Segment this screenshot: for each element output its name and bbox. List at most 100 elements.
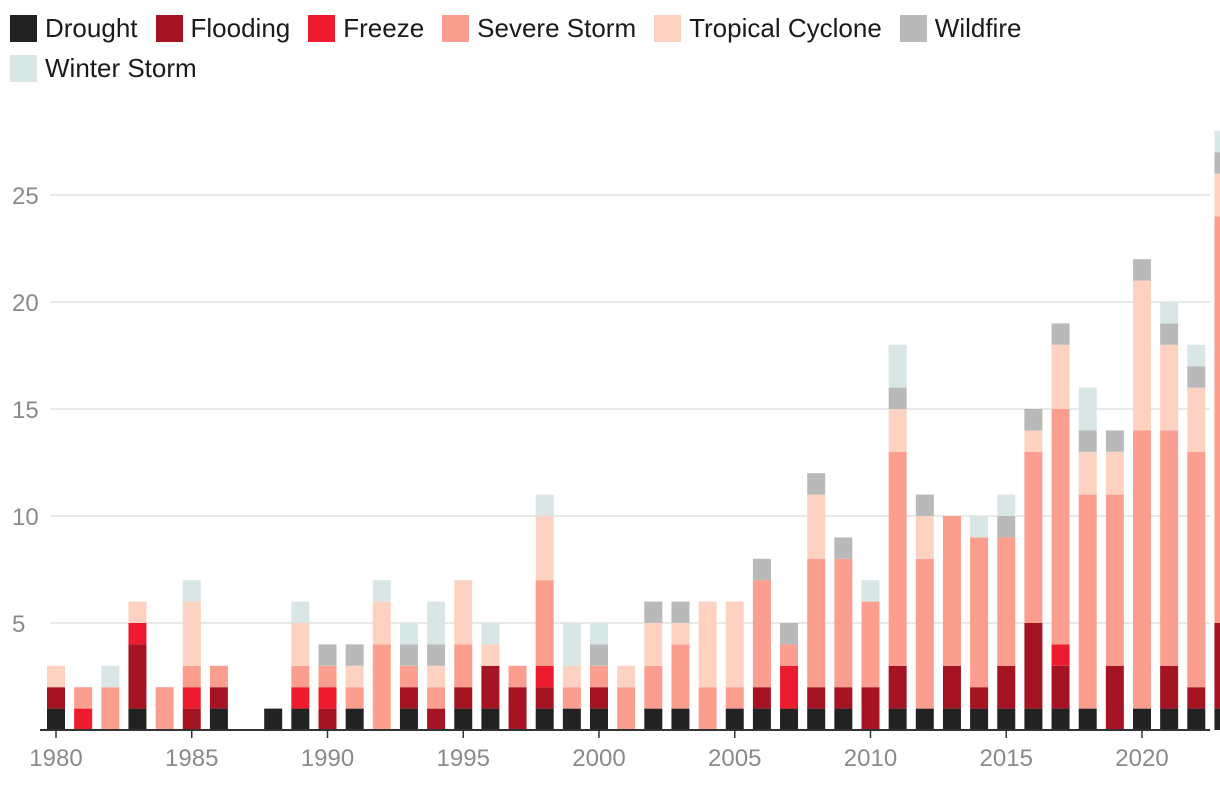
bar-2013-severe-storm [942,516,961,666]
bar-2003-wildfire [671,601,690,623]
bar-1989-severe-storm [291,665,310,688]
x-tick-label-2020: 2020 [1115,745,1168,772]
bar-2015-winter-storm [997,494,1016,516]
legend-item-drought: Drought [10,8,138,48]
bar-1989-freeze [291,687,310,709]
bar-1992-tropical-cyclone [372,601,391,645]
x-tick-label-2000: 2000 [572,745,625,772]
bar-2000-drought [590,708,608,730]
bar-1992-severe-storm [372,644,391,730]
bar-1994-tropical-cyclone [427,665,446,688]
bar-2014-severe-storm [970,537,989,688]
bar-1989-tropical-cyclone [291,623,310,666]
bar-1982-winter-storm [101,665,120,688]
bar-1995-severe-storm [454,644,473,688]
bar-1983-drought [128,708,147,730]
bar-2016-wildfire [1024,409,1043,431]
legend-swatch-wildfire [899,15,927,42]
bar-2011-tropical-cyclone [888,409,907,452]
legend-swatch-flooding [155,15,183,42]
legend-swatch-winter-storm [10,55,37,82]
bar-2005-drought [725,708,744,730]
bar-2023-severe-storm [1214,216,1220,623]
legend-label-wildfire: Wildfire [934,13,1022,43]
bar-2000-winter-storm [590,623,608,645]
bar-2023-drought [1214,708,1220,730]
bar-2015-flooding [997,665,1016,709]
bar-1991-severe-storm [345,687,364,709]
legend-label-winter-storm: Winter Storm [45,53,197,83]
bar-2021-severe-storm [1160,430,1179,666]
bar-2013-flooding [942,665,961,709]
bar-2016-flooding [1024,623,1043,709]
bar-2017-tropical-cyclone [1051,344,1070,409]
bar-2010-winter-storm [861,580,880,602]
bar-2010-flooding [861,687,880,730]
bar-1993-winter-storm [399,623,418,645]
bar-1995-drought [454,708,473,730]
legend-item-flooding: Flooding [155,8,291,48]
bar-2012-tropical-cyclone [915,516,934,559]
bar-2019-flooding [1105,665,1124,730]
bar-2000-severe-storm [590,665,608,688]
bar-2006-severe-storm [752,580,771,688]
bar-2022-tropical-cyclone [1187,387,1206,452]
bar-1985-winter-storm [182,580,201,602]
bar-1998-drought [535,708,554,730]
bar-1986-severe-storm [209,665,228,688]
bar-1998-severe-storm [535,580,554,666]
bar-2002-wildfire [644,601,663,623]
legend-label-flooding: Flooding [190,13,291,43]
bar-1999-severe-storm [562,687,581,709]
bar-1982-severe-storm [101,687,120,730]
bar-2017-severe-storm [1051,409,1070,645]
bar-1988-drought [264,708,283,730]
x-tick-label-2010: 2010 [844,745,897,772]
bar-1980-tropical-cyclone [47,665,65,688]
bar-1999-drought [562,708,581,730]
bar-2023-flooding [1214,623,1220,709]
bar-1990-freeze [318,687,337,709]
bar-1995-tropical-cyclone [454,580,473,645]
bar-2016-tropical-cyclone [1024,430,1043,452]
y-tick-label-25: 25 [12,183,39,210]
bar-2020-wildfire [1133,259,1151,281]
bar-2003-tropical-cyclone [671,623,690,645]
bar-2000-flooding [590,687,608,709]
legend-swatch-tropical-cyclone [654,15,682,42]
y-tick-label-10: 10 [12,504,39,531]
bar-1999-winter-storm [562,623,581,666]
bar-1991-drought [345,708,364,730]
bar-2017-drought [1051,708,1070,730]
bar-2013-drought [942,708,961,730]
bar-2019-severe-storm [1105,494,1124,666]
bar-2021-tropical-cyclone [1160,344,1179,431]
bar-2020-drought [1133,708,1151,730]
bar-1983-tropical-cyclone [128,601,147,623]
bar-1994-severe-storm [427,687,446,709]
legend-item-freeze: Freeze [308,8,424,48]
bar-2015-severe-storm [997,537,1016,666]
bar-2014-winter-storm [970,516,989,538]
bar-2001-severe-storm [617,687,636,730]
bar-2011-wildfire [888,387,907,409]
bar-1990-severe-storm [318,665,337,688]
bar-1996-flooding [481,665,500,709]
bar-1990-wildfire [318,644,337,666]
bar-2019-tropical-cyclone [1105,451,1124,495]
bar-2018-wildfire [1078,430,1097,452]
bar-1994-winter-storm [427,601,446,645]
bar-1981-severe-storm [74,687,93,709]
bar-2004-severe-storm [698,687,717,730]
bar-1993-severe-storm [399,665,418,688]
bar-2002-drought [644,708,663,730]
bar-2007-wildfire [780,623,799,645]
bar-1993-drought [399,708,418,730]
legend-label-severe-storm: Severe Storm [477,13,637,43]
bar-2022-winter-storm [1187,344,1206,367]
bar-2017-freeze [1051,644,1070,666]
bar-1996-winter-storm [481,623,500,645]
bar-1998-freeze [535,665,554,688]
legend-label-tropical-cyclone: Tropical Cyclone [689,13,882,43]
